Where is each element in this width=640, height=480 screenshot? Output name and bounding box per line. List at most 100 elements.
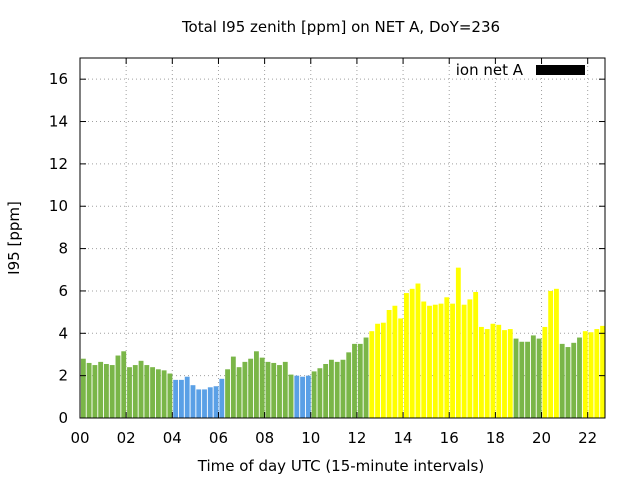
bar <box>502 330 507 418</box>
bar <box>600 325 605 418</box>
bar <box>242 361 248 418</box>
bar <box>484 329 490 418</box>
bar <box>288 374 294 418</box>
x-tick-label: 04 <box>163 429 182 447</box>
bar <box>438 303 444 418</box>
bar <box>86 362 92 418</box>
bar <box>380 322 386 418</box>
plot-frame <box>79 57 606 419</box>
bar <box>248 358 254 418</box>
bar <box>427 305 432 418</box>
bar <box>150 367 155 418</box>
bars <box>80 267 605 418</box>
bar <box>161 370 167 418</box>
chart-title: Total I95 zenith [ppm] on NET A, DoY=236 <box>181 18 500 36</box>
bar <box>219 378 225 418</box>
bar <box>225 369 230 418</box>
bar <box>530 335 536 418</box>
x-tick-label: 16 <box>440 429 459 447</box>
bar <box>375 323 380 418</box>
bar <box>121 351 127 418</box>
x-tick-label: 18 <box>486 429 505 447</box>
bar <box>496 324 502 418</box>
bar <box>582 331 588 418</box>
x-tick-label: 08 <box>255 429 274 447</box>
bar <box>179 379 184 418</box>
x-axis-label: Time of day UTC (15-minute intervals) <box>197 457 484 475</box>
bar <box>271 362 277 418</box>
y-tick-label: 6 <box>58 282 68 300</box>
bar <box>444 297 450 418</box>
bar <box>294 375 300 418</box>
bar <box>236 367 242 418</box>
bar <box>109 365 115 418</box>
bar <box>334 361 340 418</box>
bar <box>346 352 352 418</box>
bar <box>277 365 282 418</box>
bar <box>432 304 438 418</box>
bar <box>144 365 150 418</box>
bar <box>467 299 473 418</box>
bar <box>80 358 86 418</box>
bar <box>554 288 559 418</box>
x-tick-label: 06 <box>209 429 228 447</box>
x-tick-label: 22 <box>578 429 597 447</box>
bar <box>461 304 467 418</box>
y-tick-label: 14 <box>49 113 68 131</box>
bar <box>409 288 415 418</box>
legend: ion net A <box>456 61 585 79</box>
y-tick-label: 12 <box>49 155 68 173</box>
bar <box>230 356 236 418</box>
bar <box>265 361 271 418</box>
bar <box>127 367 132 418</box>
bar <box>352 343 357 418</box>
y-axis-label: I95 [ppm] <box>5 201 23 275</box>
bar <box>98 361 104 418</box>
y-tick-label: 2 <box>58 367 68 385</box>
bar <box>479 326 484 418</box>
bar <box>357 343 363 418</box>
bar <box>92 365 98 418</box>
bar <box>196 389 202 418</box>
bar <box>317 368 323 418</box>
bar <box>455 267 461 418</box>
x-tick-label: 10 <box>301 429 320 447</box>
bar <box>450 303 455 418</box>
x-tick-label: 14 <box>394 429 413 447</box>
bar <box>202 389 207 418</box>
bar <box>369 331 375 418</box>
bar <box>571 342 577 418</box>
bar <box>190 385 196 418</box>
x-tick-label: 00 <box>70 429 89 447</box>
bar <box>207 387 213 418</box>
bar <box>473 292 479 418</box>
x-tick-label: 02 <box>117 429 136 447</box>
bar <box>404 293 409 418</box>
bar <box>519 341 525 418</box>
bar <box>525 341 530 418</box>
bar <box>507 329 513 418</box>
bar <box>115 355 121 418</box>
bar <box>167 373 173 418</box>
legend-label: ion net A <box>456 61 524 79</box>
y-tick-label: 0 <box>58 409 68 427</box>
bar <box>565 347 571 418</box>
bar <box>132 365 138 418</box>
bar <box>415 283 421 418</box>
bar <box>311 371 317 418</box>
bar <box>104 364 109 418</box>
y-tick-label: 16 <box>49 70 68 88</box>
bar <box>282 361 288 418</box>
bar <box>421 301 427 418</box>
bar <box>329 359 334 418</box>
bar <box>392 305 398 418</box>
bar <box>588 332 594 418</box>
bar <box>594 329 600 418</box>
bar <box>173 379 179 418</box>
bar <box>548 290 554 418</box>
bar <box>323 364 329 418</box>
bar <box>490 323 496 418</box>
bar <box>386 310 392 418</box>
